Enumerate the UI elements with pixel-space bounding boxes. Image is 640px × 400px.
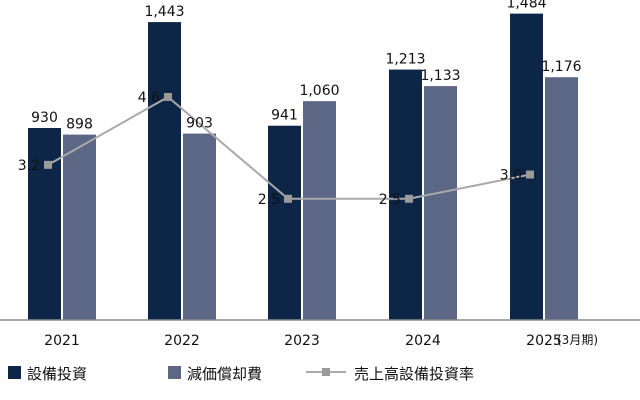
data-label-capex-2022: 1,443 xyxy=(144,4,184,20)
x-axis-unit-note: (3月期) xyxy=(557,333,598,347)
ratio-point-2024 xyxy=(405,194,413,203)
bar-depreciation-2025 xyxy=(545,77,578,320)
legend-label-capex: 設備投資 xyxy=(27,365,87,383)
legend-item-ratio: 売上高設備投資率 xyxy=(306,365,474,383)
bar-capex-2023 xyxy=(268,125,301,320)
bar-capex-2021 xyxy=(28,128,61,320)
bar-capex-2024 xyxy=(389,69,422,321)
x-axis-tick-labels: 2021 2022 2023 2024 2025 xyxy=(44,333,562,349)
x-tick-2025: 2025 xyxy=(526,333,562,349)
x-tick-2024: 2024 xyxy=(405,333,441,349)
bar-depreciation-2024 xyxy=(424,86,457,320)
bar-depreciation-2021 xyxy=(63,134,96,320)
ratio-point-2021 xyxy=(44,160,52,169)
data-label-depreciation-2023: 1,060 xyxy=(299,83,339,99)
data-label-capex-2021: 930 xyxy=(31,110,58,126)
legend-label-ratio: 売上高設備投資率 xyxy=(354,365,474,383)
legend: 設備投資 減価償却費 売上高設備投資率 xyxy=(8,365,474,383)
data-label-depreciation-2025: 1,176 xyxy=(541,59,581,75)
data-label-capex-2023: 941 xyxy=(271,108,298,124)
legend-item-capex: 設備投資 xyxy=(8,365,87,383)
ratio-point-2023 xyxy=(284,194,292,203)
bar-depreciation-2023 xyxy=(303,101,336,321)
ratio-label-2025: 3.0 xyxy=(500,168,522,184)
ratio-label-2023: 2.5 xyxy=(258,192,280,208)
x-tick-2022: 2022 xyxy=(164,333,200,349)
legend-swatch-capex xyxy=(8,366,21,379)
data-label-capex-2024: 1,213 xyxy=(385,52,425,68)
bar-capex-2022 xyxy=(148,22,181,320)
data-label-depreciation-2024: 1,133 xyxy=(420,68,460,84)
ratio-line-layer xyxy=(44,92,534,203)
ratio-label-2024: 2.5 xyxy=(379,192,401,208)
bar-capex-2025 xyxy=(510,13,543,321)
bar-depreciation-2022 xyxy=(183,133,216,320)
legend-label-depreciation: 減価償却費 xyxy=(187,365,262,383)
ratio-label-2022: 4.6 xyxy=(138,90,160,106)
data-labels-layer: 930 1,443 941 1,213 1,484 898 903 1,060 1,133 1,1… xyxy=(18,0,582,208)
x-tick-2021: 2021 xyxy=(44,333,80,349)
bars-layer xyxy=(28,13,578,321)
data-label-depreciation-2021: 898 xyxy=(66,117,93,133)
legend-item-depreciation: 減価償却費 xyxy=(168,365,262,383)
data-label-capex-2025: 1,484 xyxy=(506,0,546,12)
legend-marker-ratio xyxy=(322,368,330,376)
legend-swatch-depreciation xyxy=(168,366,181,379)
ratio-point-2025 xyxy=(526,170,534,179)
data-label-depreciation-2022: 903 xyxy=(186,116,213,132)
ratio-label-2021: 3.2 xyxy=(18,158,40,174)
x-tick-2023: 2023 xyxy=(284,333,320,349)
ratio-point-2022 xyxy=(164,92,172,101)
